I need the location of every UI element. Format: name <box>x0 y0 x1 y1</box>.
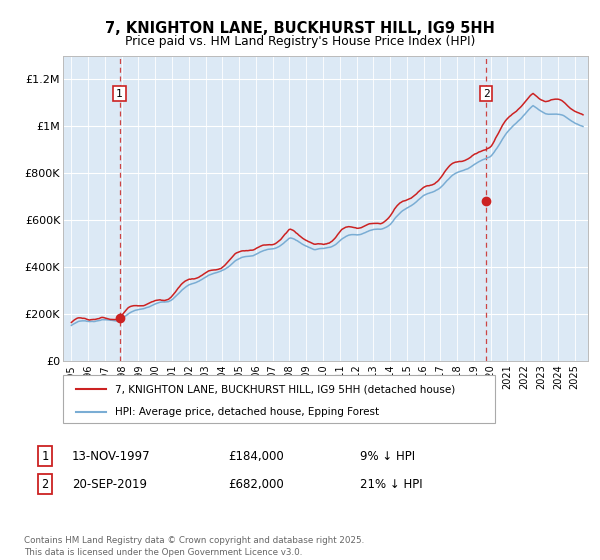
Text: 7, KNIGHTON LANE, BUCKHURST HILL, IG9 5HH (detached house): 7, KNIGHTON LANE, BUCKHURST HILL, IG9 5H… <box>115 385 455 394</box>
FancyBboxPatch shape <box>63 375 495 423</box>
Text: HPI: Average price, detached house, Epping Forest: HPI: Average price, detached house, Eppi… <box>115 407 379 417</box>
Text: 21% ↓ HPI: 21% ↓ HPI <box>360 478 422 491</box>
Text: 9% ↓ HPI: 9% ↓ HPI <box>360 450 415 463</box>
Text: £184,000: £184,000 <box>228 450 284 463</box>
Text: 1: 1 <box>116 88 123 99</box>
Text: 20-SEP-2019: 20-SEP-2019 <box>72 478 147 491</box>
Text: 1: 1 <box>41 450 49 463</box>
Text: 7, KNIGHTON LANE, BUCKHURST HILL, IG9 5HH: 7, KNIGHTON LANE, BUCKHURST HILL, IG9 5H… <box>105 21 495 36</box>
Text: £682,000: £682,000 <box>228 478 284 491</box>
Text: Price paid vs. HM Land Registry's House Price Index (HPI): Price paid vs. HM Land Registry's House … <box>125 35 475 48</box>
Text: Contains HM Land Registry data © Crown copyright and database right 2025.
This d: Contains HM Land Registry data © Crown c… <box>24 536 364 557</box>
Text: 13-NOV-1997: 13-NOV-1997 <box>72 450 151 463</box>
Text: 2: 2 <box>41 478 49 491</box>
Text: 2: 2 <box>482 88 490 99</box>
